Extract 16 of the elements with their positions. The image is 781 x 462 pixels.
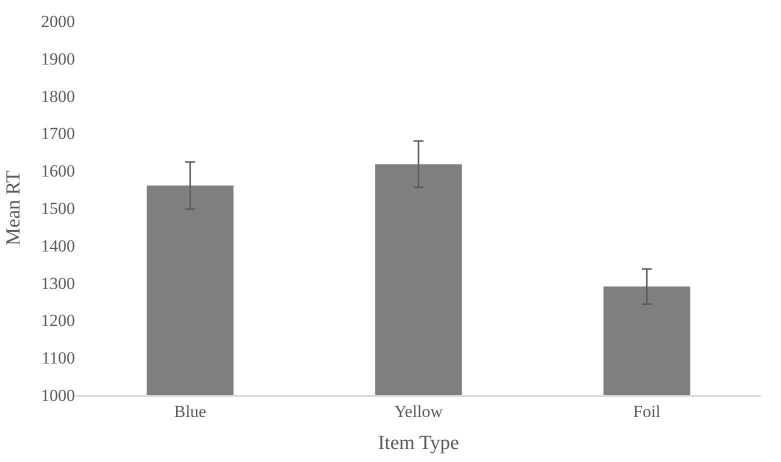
y-tick-label: 1500: [41, 198, 75, 218]
y-tick-label: 1700: [41, 124, 75, 144]
y-tick-label: 1400: [41, 236, 75, 256]
y-tick-label: 1900: [41, 49, 75, 68]
y-axis-title: Mean RT: [2, 170, 24, 246]
x-tick-label: Blue: [174, 402, 206, 422]
y-tick-label: 2000: [41, 12, 75, 31]
y-tick-label: 1100: [42, 348, 75, 368]
y-tick-label: 1300: [41, 274, 75, 293]
x-axis-title: Item Type: [378, 432, 460, 454]
x-tick-label: Yellow: [394, 402, 444, 422]
y-tick-label: 1000: [41, 386, 75, 405]
y-tick-label: 1200: [41, 311, 75, 330]
x-tick-label: Foil: [633, 402, 661, 422]
y-tick-label: 1800: [41, 86, 75, 106]
y-tick-label: 1600: [41, 162, 75, 181]
